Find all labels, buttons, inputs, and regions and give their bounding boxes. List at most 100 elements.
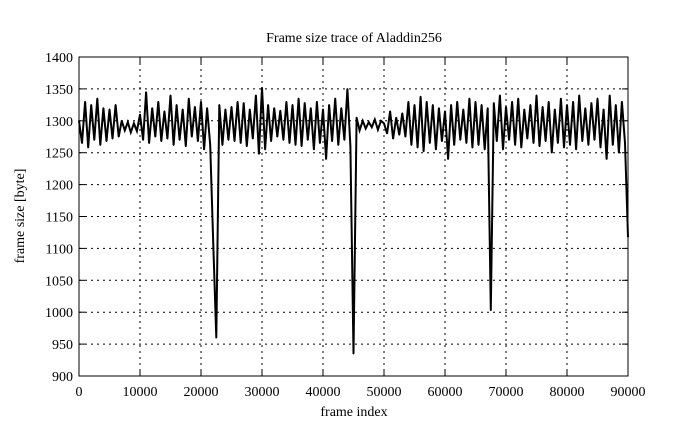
data-point	[557, 142, 559, 144]
data-point	[538, 145, 541, 148]
data-point	[282, 139, 285, 141]
data-point	[605, 158, 608, 160]
data-point	[456, 100, 459, 103]
data-point	[102, 107, 105, 109]
data-point	[364, 127, 367, 130]
data-point	[96, 97, 99, 100]
data-point	[188, 97, 190, 100]
data-point	[618, 151, 620, 154]
y-tick-label: 1350	[45, 83, 73, 98]
data-point	[139, 113, 141, 116]
data-point	[477, 144, 480, 146]
data-point	[502, 148, 504, 151]
data-point	[169, 94, 172, 97]
x-tick-label: 20000	[184, 385, 219, 400]
series-group	[78, 86, 629, 355]
data-point	[462, 108, 465, 111]
data-point	[535, 94, 538, 97]
data-point	[480, 104, 483, 106]
x-tick-label: 10000	[123, 385, 158, 400]
data-point	[468, 97, 471, 100]
data-point	[361, 120, 364, 122]
data-point	[279, 109, 282, 112]
x-tick-label: 80000	[550, 385, 585, 400]
chart-title: Frame size trace of Aladdin256	[266, 31, 442, 46]
data-point	[191, 135, 193, 138]
data-point	[215, 336, 218, 339]
data-point	[337, 144, 340, 146]
data-point	[511, 100, 513, 103]
y-tick-label: 1150	[46, 211, 73, 226]
data-point	[261, 86, 263, 89]
data-point	[313, 148, 315, 151]
data-point	[285, 100, 288, 103]
data-point	[340, 107, 343, 109]
data-point	[276, 135, 279, 138]
data-point	[608, 94, 611, 97]
data-point	[157, 100, 160, 103]
data-point	[255, 94, 257, 97]
data-point	[316, 100, 318, 103]
data-point	[453, 144, 455, 146]
data-point	[294, 144, 297, 146]
data-point	[349, 145, 352, 148]
data-point	[572, 100, 574, 103]
data-point	[209, 144, 211, 146]
data-point	[352, 352, 355, 355]
data-point	[459, 139, 462, 141]
data-point	[200, 100, 202, 103]
data-point	[380, 120, 382, 122]
data-point	[432, 104, 434, 106]
data-point	[151, 107, 153, 109]
data-point	[569, 144, 571, 146]
data-point	[203, 148, 205, 151]
data-point	[367, 121, 370, 123]
data-point	[184, 145, 187, 148]
y-tick-label: 1000	[45, 306, 73, 321]
data-point	[306, 139, 309, 141]
data-point	[590, 102, 593, 104]
data-point	[422, 150, 425, 153]
data-point	[300, 145, 303, 148]
data-point	[81, 142, 83, 144]
data-point	[328, 104, 330, 106]
x-tick-label: 70000	[489, 385, 524, 400]
data-point	[303, 102, 306, 104]
data-point	[404, 135, 407, 138]
x-tick-label: 0	[76, 385, 83, 400]
data-point	[111, 137, 114, 140]
y-axis-label: frame size [byte]	[13, 169, 28, 264]
data-point	[270, 140, 272, 143]
data-point	[471, 146, 474, 149]
y-tick-label: 1050	[45, 274, 73, 289]
data-point	[172, 144, 175, 146]
data-point	[541, 105, 544, 108]
data-point	[483, 148, 486, 151]
data-point	[136, 130, 138, 132]
data-point	[99, 144, 102, 146]
data-point	[90, 104, 92, 106]
data-point	[401, 112, 404, 114]
y-tick-label: 1200	[45, 179, 73, 194]
data-point	[624, 142, 626, 144]
plot-frame	[78, 56, 629, 377]
data-point	[264, 148, 266, 151]
x-tick-label: 90000	[611, 385, 646, 400]
y-tick-label: 1100	[46, 242, 73, 257]
data-point	[532, 142, 535, 144]
y-tick-label: 1400	[45, 51, 73, 66]
data-point	[615, 104, 617, 106]
data-point	[166, 137, 169, 140]
data-point	[178, 139, 181, 141]
data-point	[386, 132, 388, 135]
data-point	[389, 110, 391, 113]
y-tick-label: 950	[52, 338, 73, 353]
data-point	[87, 146, 89, 149]
data-point	[343, 139, 346, 141]
data-point	[114, 104, 117, 106]
data-point	[322, 108, 324, 111]
data-point	[611, 144, 614, 146]
data-point	[554, 108, 556, 111]
data-point	[413, 104, 416, 106]
